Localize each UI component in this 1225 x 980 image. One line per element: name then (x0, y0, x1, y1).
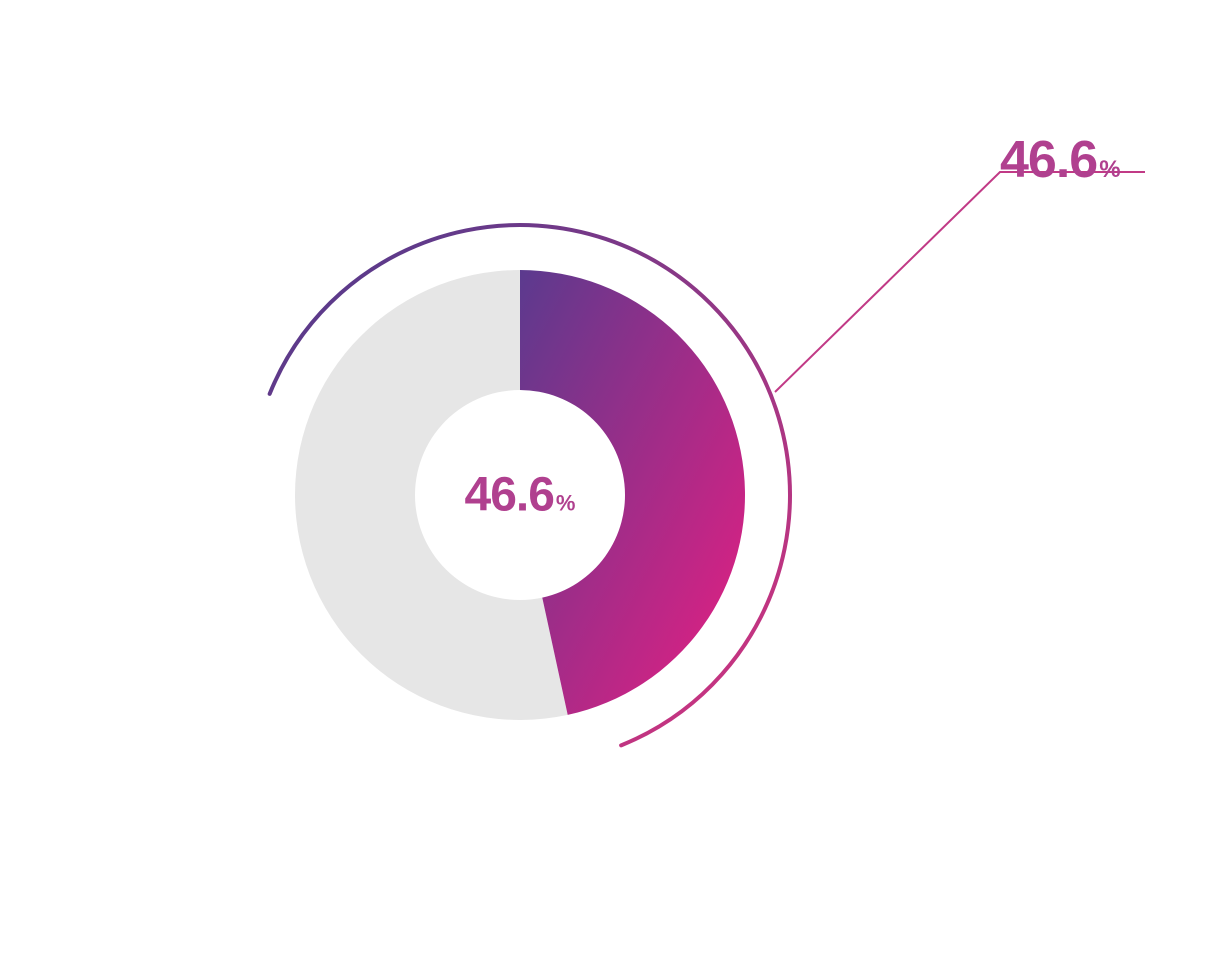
center-percentage-label: 46.6 % (465, 468, 576, 523)
center-unit: % (556, 491, 576, 517)
callout-unit: % (1099, 156, 1120, 184)
callout-value: 46.6 (1000, 130, 1097, 190)
callout-leader-line (775, 172, 1145, 392)
center-value: 46.6 (465, 468, 554, 523)
callout-percentage-label: 46.6 % (1000, 130, 1121, 190)
percentage-donut-chart: 46.6 % 46.6 % (0, 0, 1225, 980)
